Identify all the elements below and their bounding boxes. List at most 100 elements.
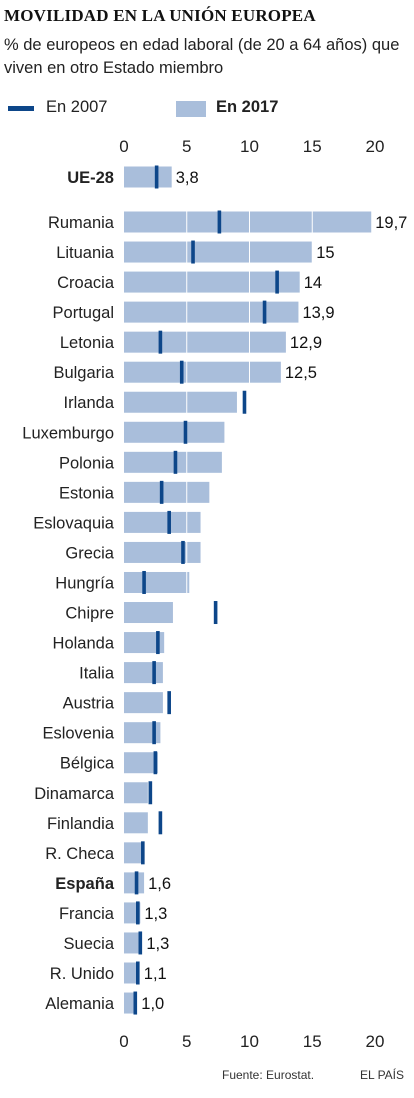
marker-2007 xyxy=(133,991,138,1015)
marker-2007 xyxy=(158,330,163,354)
marker-2007 xyxy=(148,781,153,805)
marker-2007 xyxy=(142,570,146,594)
data-label: 19,7 xyxy=(375,214,407,232)
marker-2007 xyxy=(136,901,140,925)
category-label: Polonia xyxy=(59,454,115,472)
category-label: Bulgaria xyxy=(53,364,114,382)
bar-2017 xyxy=(124,872,145,894)
category-label: Finlandia xyxy=(47,815,115,833)
marker-2007 xyxy=(152,721,156,745)
marker-2007 xyxy=(153,751,158,775)
category-label: Grecia xyxy=(65,544,114,562)
data-label: 1,3 xyxy=(146,935,169,953)
category-label: Estonia xyxy=(59,484,115,502)
bar-2017 xyxy=(124,331,286,353)
tick-label-bottom: 20 xyxy=(366,1032,385,1051)
bar-2017 xyxy=(124,571,190,593)
bar-2017 xyxy=(124,752,158,774)
marker-2007 xyxy=(181,540,185,564)
category-label: Rumania xyxy=(48,214,115,232)
marker-2007 xyxy=(154,165,159,189)
marker-2007 xyxy=(242,390,247,414)
marker-2007 xyxy=(138,931,143,955)
marker-2007 xyxy=(167,510,171,534)
data-label: 14 xyxy=(304,274,322,292)
marker-2007 xyxy=(152,661,156,685)
marker-2007 xyxy=(136,961,140,985)
tick-label-bottom: 15 xyxy=(303,1032,322,1051)
bar-2017 xyxy=(124,962,138,984)
bar-2017 xyxy=(124,421,225,443)
marker-2007 xyxy=(191,240,195,264)
tick-label-bottom: 0 xyxy=(119,1032,128,1051)
category-label: Eslovenia xyxy=(42,725,114,743)
category-label: Croacia xyxy=(57,274,115,292)
marker-2007 xyxy=(179,360,184,384)
bar-2017 xyxy=(124,722,161,744)
marker-2007 xyxy=(217,210,222,234)
category-label: Holanda xyxy=(53,635,115,653)
legend-swatch-2017 xyxy=(176,101,206,117)
bar-2017 xyxy=(124,481,210,503)
marker-2007 xyxy=(167,691,171,715)
marker-2007 xyxy=(141,841,145,865)
bar-2017 xyxy=(124,166,172,188)
data-label: 1,1 xyxy=(144,965,167,983)
category-label: Bélgica xyxy=(60,755,115,773)
marker-2007 xyxy=(275,270,279,294)
category-label: R. Checa xyxy=(45,845,115,863)
marker-2007 xyxy=(173,450,178,474)
marker-2007 xyxy=(213,601,218,625)
category-label: Letonia xyxy=(60,334,115,352)
data-label: 1,0 xyxy=(141,995,164,1013)
legend-swatch-2007 xyxy=(8,106,34,111)
category-label: Luxemburgo xyxy=(22,424,114,442)
bar-2017 xyxy=(124,361,281,383)
bar-2017 xyxy=(124,211,372,233)
category-label: Italia xyxy=(79,665,115,683)
data-label: 1,6 xyxy=(148,875,171,893)
tick-label-top: 5 xyxy=(182,137,191,156)
data-label: 12,9 xyxy=(290,334,322,352)
chart-subtitle: % de europeos en edad laboral (de 20 a 6… xyxy=(4,36,400,77)
category-label: España xyxy=(55,875,115,893)
marker-2007 xyxy=(134,871,139,895)
category-label: Chipre xyxy=(65,605,114,623)
bar-2017 xyxy=(124,932,141,954)
marker-2007 xyxy=(156,631,160,655)
bar-2017 xyxy=(124,812,148,834)
category-label: Suecia xyxy=(64,935,115,953)
bar-2017 xyxy=(124,541,201,563)
bar-2017 xyxy=(124,391,237,413)
category-label: Lituania xyxy=(56,244,115,262)
category-label: Irlanda xyxy=(64,394,115,412)
tick-label-bottom: 5 xyxy=(182,1032,191,1051)
marker-2007 xyxy=(262,300,267,324)
category-label: R. Unido xyxy=(50,965,114,983)
bar-2017 xyxy=(124,241,313,263)
bar-2017 xyxy=(124,602,173,624)
data-label: 3,8 xyxy=(176,169,199,187)
category-label: Eslovaquia xyxy=(33,514,115,532)
category-label: Hungría xyxy=(55,574,115,592)
bar-2017 xyxy=(124,992,137,1014)
category-label: Portugal xyxy=(53,304,114,322)
bar-2017 xyxy=(124,301,299,323)
bar-2017 xyxy=(124,632,165,654)
category-label: Francia xyxy=(59,905,115,923)
legend-label-2017: En 2017 xyxy=(216,98,279,116)
category-label: Alemania xyxy=(45,995,115,1013)
data-label: 1,3 xyxy=(144,905,167,923)
brand-credit: EL PAÍS xyxy=(360,1068,405,1082)
source-note: Fuente: Eurostat. xyxy=(222,1068,315,1082)
data-label: 13,9 xyxy=(302,304,334,322)
data-label: 15 xyxy=(316,244,334,262)
tick-label-top: 0 xyxy=(119,137,128,156)
legend-label-2007: En 2007 xyxy=(46,98,108,116)
bar-2017 xyxy=(124,842,145,864)
bar-2017 xyxy=(124,692,163,714)
bar-2017 xyxy=(124,451,222,473)
bar-2017 xyxy=(124,271,300,293)
category-label: Dinamarca xyxy=(34,785,115,803)
